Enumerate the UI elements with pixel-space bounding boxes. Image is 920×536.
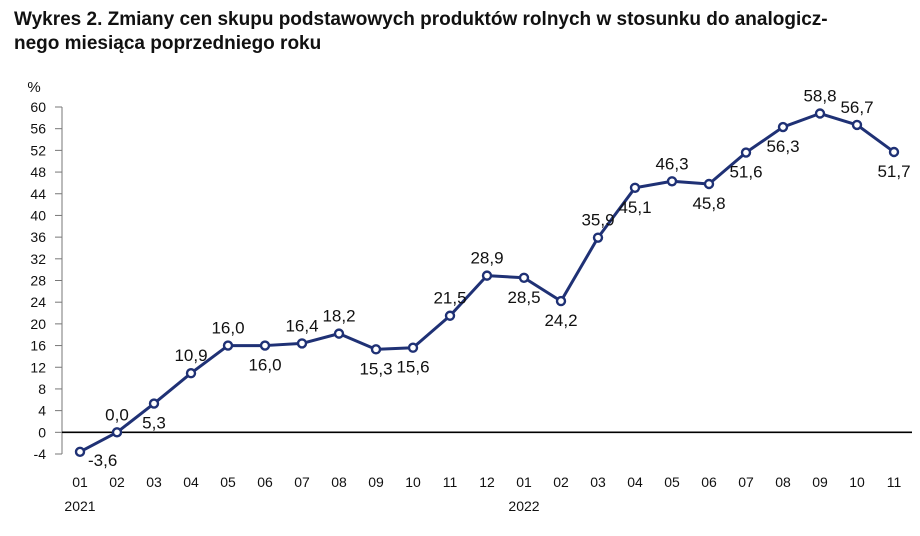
x-tick-label: 05 xyxy=(664,474,680,490)
x-tick-label: 01 xyxy=(516,474,532,490)
series-line xyxy=(79,112,895,454)
y-tick-label: 20 xyxy=(30,316,46,332)
y-axis-unit-label: % xyxy=(27,79,40,96)
data-label: 5,3 xyxy=(142,414,166,433)
data-point xyxy=(814,108,826,119)
data-point xyxy=(74,446,86,458)
data-point xyxy=(629,182,641,193)
data-label: 46,3 xyxy=(655,154,688,173)
data-label: 56,7 xyxy=(840,98,873,117)
y-tick-label: -4 xyxy=(34,446,47,462)
y-tick-label: 60 xyxy=(30,99,46,115)
data-point xyxy=(851,119,863,131)
data-point xyxy=(296,338,308,349)
data-label: 16,0 xyxy=(211,319,244,338)
y-tick-label: 28 xyxy=(30,273,46,289)
data-label: 18,2 xyxy=(322,307,355,326)
data-point xyxy=(148,398,160,409)
data-point xyxy=(444,310,456,321)
y-tick-label: 36 xyxy=(30,229,46,245)
data-point xyxy=(185,368,197,379)
data-point xyxy=(370,344,382,355)
y-tick-label: 48 xyxy=(30,164,46,180)
x-tick-label: 05 xyxy=(220,474,236,490)
x-tick-label: 04 xyxy=(627,474,643,490)
data-label: 51,7 xyxy=(877,162,910,181)
data-point xyxy=(592,232,604,243)
y-tick-label: 44 xyxy=(30,186,46,202)
data-point xyxy=(222,340,234,351)
chart-title-line-2: nego miesiąca poprzedniego roku xyxy=(14,33,322,54)
x-year-label: 2021 xyxy=(64,498,95,514)
data-point xyxy=(666,176,678,187)
data-points xyxy=(74,108,900,458)
data-label: 16,0 xyxy=(248,356,281,375)
data-label: 10,9 xyxy=(174,346,207,365)
x-tick-label: 03 xyxy=(590,474,606,490)
x-tick-label: 08 xyxy=(775,474,791,490)
x-tick-label: 07 xyxy=(294,474,310,490)
data-label: 58,8 xyxy=(803,87,836,106)
data-label: 56,3 xyxy=(766,137,799,156)
x-tick-label: 02 xyxy=(109,474,125,490)
x-tick-label: 04 xyxy=(183,474,199,490)
x-year-label: 2022 xyxy=(508,498,539,514)
data-label: 16,4 xyxy=(285,316,318,335)
y-tick-label: 8 xyxy=(38,381,46,397)
x-tick-label: 06 xyxy=(257,474,273,490)
data-point xyxy=(888,146,900,158)
y-tick-label: 12 xyxy=(30,359,46,375)
x-tick-label: 07 xyxy=(738,474,754,490)
x-tick-label: 09 xyxy=(812,474,828,490)
data-label: -3,6 xyxy=(88,451,117,470)
chart-title: Wykres 2. Zmiany cen skupu podstawowych … xyxy=(14,8,904,56)
data-point xyxy=(111,427,123,438)
data-point xyxy=(703,178,715,190)
y-tick-label: 0 xyxy=(38,424,46,440)
x-tick-label: 12 xyxy=(479,474,495,490)
y-tick-label: 24 xyxy=(30,294,46,310)
x-tick-label: 11 xyxy=(443,474,458,490)
data-point xyxy=(740,147,752,158)
y-tick-label: 32 xyxy=(30,251,46,267)
y-tick-label: 52 xyxy=(30,142,46,158)
x-axis: 01 02 03 04 05 06 07 08 09 10 11 12 01 02 03 04 05 06 07 08… xyxy=(64,474,901,514)
data-label: 45,1 xyxy=(618,198,651,217)
data-label: 24,2 xyxy=(544,311,577,330)
data-label: 0,0 xyxy=(105,405,129,424)
data-point xyxy=(518,272,530,283)
y-tick-label: 56 xyxy=(30,121,46,137)
x-tick-label: 02 xyxy=(553,474,569,490)
data-point xyxy=(777,121,789,133)
x-tick-label: 06 xyxy=(701,474,717,490)
x-tick-label: 08 xyxy=(331,474,347,490)
data-label: 28,9 xyxy=(470,249,503,268)
y-tick-label: 16 xyxy=(30,338,46,354)
x-tick-label: 01 xyxy=(72,474,88,490)
chart-title-line-1: Wykres 2. Zmiany cen skupu podstawowych … xyxy=(14,9,828,30)
data-point xyxy=(481,270,493,281)
data-label: 15,6 xyxy=(396,358,429,377)
x-tick-label: 09 xyxy=(368,474,384,490)
data-label: 51,6 xyxy=(729,163,762,182)
data-label: 35,9 xyxy=(581,211,614,230)
data-label: 15,3 xyxy=(359,359,392,378)
y-tick-label: 4 xyxy=(38,403,46,419)
x-tick-label: 10 xyxy=(405,474,421,490)
x-tick-label: 10 xyxy=(849,474,865,490)
data-label: 28,5 xyxy=(507,288,540,307)
data-label: 45,8 xyxy=(692,194,725,213)
y-tick-label: 40 xyxy=(30,207,46,223)
x-tick-label: 03 xyxy=(146,474,162,490)
data-labels: -3,60,0 5,310,916,016,016,418,215,3 15,621… xyxy=(88,87,911,470)
x-tick-label: 11 xyxy=(887,474,902,490)
data-point xyxy=(333,328,345,339)
data-point xyxy=(555,295,567,307)
data-label: 21,5 xyxy=(433,289,466,308)
data-point xyxy=(259,340,271,351)
data-point xyxy=(407,342,419,353)
